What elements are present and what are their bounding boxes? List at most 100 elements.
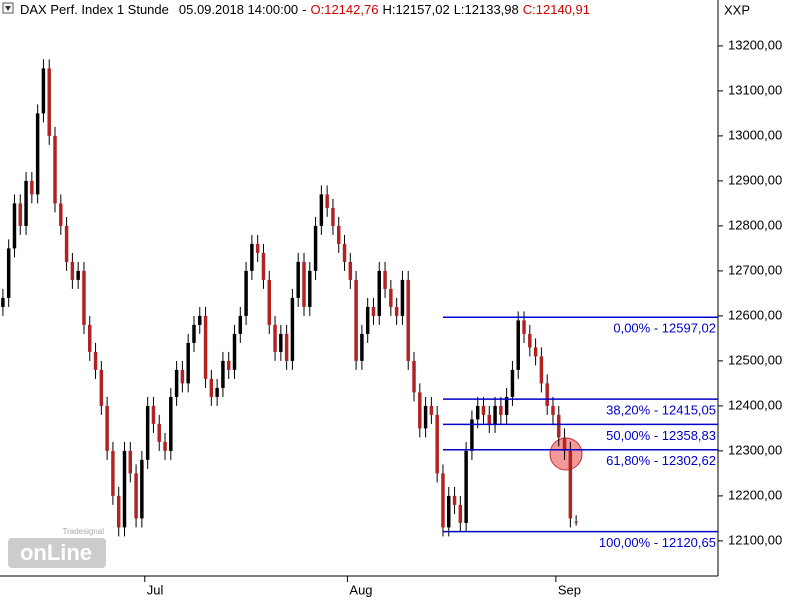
candle-body — [475, 405, 480, 420]
candle-body — [59, 203, 63, 226]
candle-body — [53, 135, 57, 204]
candle-body — [203, 315, 208, 379]
candle-body — [458, 504, 463, 523]
y-tick-label: 12800,00 — [728, 217, 782, 232]
candle-body — [429, 405, 434, 415]
candle-body — [250, 243, 254, 271]
candle-body — [545, 383, 549, 406]
x-tick-label: Jul — [147, 582, 164, 597]
y-tick-label: 12900,00 — [728, 172, 782, 187]
candle-body — [140, 459, 144, 519]
candle-body — [215, 387, 219, 397]
candle-body — [267, 279, 271, 325]
chart-header: DAX Perf. Index 1 Stunde 05.09.2018 14:00… — [20, 2, 590, 17]
candle-body — [516, 320, 520, 370]
candle-body — [30, 180, 34, 195]
x-tick-label: Aug — [349, 582, 372, 597]
candle-body — [574, 521, 578, 523]
candle-body — [308, 270, 312, 307]
candle-body — [522, 320, 526, 334]
candle-body — [481, 405, 486, 415]
instrument: DAX Perf. Index 1 Stunde — [20, 2, 169, 17]
candle-body — [423, 405, 428, 429]
candle-body — [163, 441, 167, 451]
candle-body — [111, 450, 115, 496]
datetime: 05.09.2018 14:00:00 — [179, 2, 298, 17]
candle-body — [6, 248, 11, 298]
candle-body — [406, 279, 410, 361]
fib-label: 38,20% - 12415,05 — [606, 403, 716, 418]
candle-body — [447, 495, 451, 528]
candle-body — [279, 333, 283, 352]
candle-body — [35, 113, 40, 195]
candle-body — [470, 419, 474, 451]
candle-body — [464, 450, 468, 523]
candle-body — [99, 369, 104, 406]
high-value: H:12157,02 — [382, 2, 449, 17]
candle-body — [12, 203, 17, 249]
candle-body — [174, 369, 179, 397]
candle-body — [551, 405, 555, 415]
candle-body — [105, 405, 109, 451]
candle-body — [412, 360, 416, 393]
candle-body — [186, 342, 190, 384]
logo-small: Tradesignal — [62, 527, 104, 536]
candle-body — [47, 68, 51, 136]
candle-body — [64, 225, 69, 262]
candle-body — [134, 473, 138, 519]
open-value: O:12142,76 — [311, 2, 379, 17]
candle-body — [302, 261, 306, 307]
candle-body — [325, 194, 329, 208]
candle-body — [169, 396, 173, 451]
candle-body — [198, 315, 202, 325]
y-tick-label: 12600,00 — [728, 307, 782, 322]
candle-body — [452, 495, 457, 505]
close-value: C:12140,91 — [523, 2, 590, 17]
candle-body — [365, 306, 370, 334]
candle-body — [238, 315, 243, 334]
low-value: L:12133,98 — [454, 2, 519, 17]
candle-body — [290, 297, 295, 361]
candle-body — [389, 288, 393, 307]
y-tick-label: 13200,00 — [728, 37, 782, 52]
candle-body — [371, 306, 376, 316]
candle-body — [145, 405, 150, 460]
candle-body — [244, 270, 248, 316]
candle-body — [93, 351, 98, 370]
y-tick-label: 12700,00 — [728, 262, 782, 277]
candle-body — [41, 68, 46, 114]
candle-body — [70, 261, 75, 280]
y-tick-label: 12500,00 — [728, 352, 782, 367]
candle-body — [331, 207, 335, 226]
symbol: XXP — [724, 2, 750, 17]
candle-body — [180, 369, 185, 384]
candle-body — [122, 450, 127, 528]
candle-body — [539, 356, 544, 384]
fib-label: 61,80% - 12302,62 — [606, 453, 716, 468]
candle-body — [82, 270, 86, 325]
logo-big: onLine — [20, 540, 92, 565]
candle-body — [493, 405, 497, 424]
candle-body — [209, 378, 214, 397]
y-tick-label: 12300,00 — [728, 442, 782, 457]
candle-body — [499, 405, 503, 415]
candle-body — [435, 414, 439, 474]
candle-body — [192, 324, 196, 343]
candle-body — [528, 333, 532, 348]
y-tick-label: 13000,00 — [728, 127, 782, 142]
candle-body — [360, 333, 364, 361]
candle-body — [394, 306, 399, 316]
y-tick-label: 12400,00 — [728, 397, 782, 412]
candle-body — [441, 473, 445, 528]
candle-body — [157, 423, 161, 442]
candle-body — [24, 180, 28, 226]
candle-body — [88, 324, 92, 352]
candle-body — [296, 261, 300, 298]
candle-body — [273, 324, 277, 352]
candle-body — [319, 194, 324, 226]
candle-body — [400, 279, 405, 316]
candle-body — [418, 392, 422, 429]
fib-label: 100,00% - 12120,65 — [599, 535, 716, 550]
candle-body — [348, 261, 353, 280]
